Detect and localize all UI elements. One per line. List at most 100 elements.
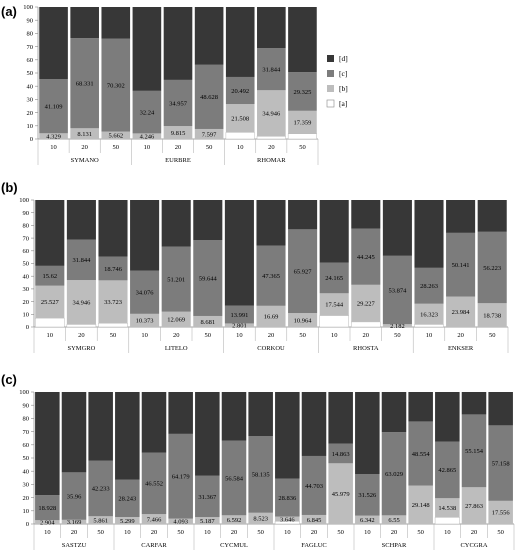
bar-segment-d xyxy=(195,392,220,476)
data-label-c: 28.836 xyxy=(278,495,297,502)
x-category-label: 10 xyxy=(44,529,51,536)
panel-label: (c) xyxy=(1,372,17,387)
bar-segment-b xyxy=(161,311,191,327)
data-label-b: 16.323 xyxy=(420,311,438,318)
bar-segment-d xyxy=(88,392,113,461)
bar-segment-b xyxy=(461,487,487,524)
data-label-c: 64.179 xyxy=(172,474,190,481)
legend-label: [d] xyxy=(339,54,348,63)
bar-segment-c xyxy=(141,452,167,515)
bar-segment-b xyxy=(257,90,286,137)
data-label-b: 3.646 xyxy=(280,516,295,523)
y-tick-label: 10 xyxy=(27,123,34,130)
bar-segment-d xyxy=(225,7,255,77)
bar-segment-c xyxy=(446,232,476,297)
x-category-label: 10 xyxy=(204,529,211,536)
bar-segment-c xyxy=(88,460,113,517)
data-label-b: 25.527 xyxy=(41,299,60,306)
data-label-b: 5.299 xyxy=(120,518,135,525)
bar-segment-c xyxy=(319,262,349,294)
data-label-c: 28.243 xyxy=(118,496,136,503)
x-category-label: 10 xyxy=(144,144,151,151)
x-category-label: 20 xyxy=(78,332,85,339)
x-category-label: 20 xyxy=(311,529,318,536)
data-label-b: 2.904 xyxy=(40,519,55,526)
group-label: EURBRE xyxy=(165,157,191,164)
bar-segment-b xyxy=(256,305,286,327)
bar-segment-b xyxy=(288,110,317,134)
data-label-b: 6.342 xyxy=(360,517,375,524)
x-category-label: 50 xyxy=(337,529,344,536)
data-label-c: 31.844 xyxy=(72,257,91,264)
y-tick-label: 50 xyxy=(23,455,30,462)
y-tick-label: 50 xyxy=(27,70,34,77)
bar-segment-c xyxy=(61,472,87,520)
group-label: SYMANO xyxy=(71,157,99,164)
data-label-c: 47.365 xyxy=(262,273,280,280)
bar-segment-b xyxy=(381,515,407,524)
x-category-label: 50 xyxy=(177,529,184,536)
y-tick-label: 30 xyxy=(27,97,34,104)
y-tick-label: 80 xyxy=(27,31,34,38)
legend-label: [a] xyxy=(339,99,347,108)
x-category-label: 10 xyxy=(236,332,243,339)
bar-segment-b xyxy=(414,303,444,325)
legend-swatch-b xyxy=(327,85,334,92)
x-category-label: 10 xyxy=(141,332,148,339)
data-label-b: 29.148 xyxy=(412,502,430,509)
group-label: SASTZU xyxy=(62,542,87,549)
legend-swatch-c xyxy=(327,70,334,77)
bar-segment-b xyxy=(351,284,381,322)
bar-segment-b xyxy=(382,324,412,327)
bar-segment-b xyxy=(224,323,254,327)
data-label-b: 4.093 xyxy=(173,519,188,526)
data-label-c: 55.154 xyxy=(465,448,484,455)
data-label-c: 57.158 xyxy=(492,460,510,467)
data-label-b: 7.466 xyxy=(147,516,162,523)
bar-segment-c xyxy=(194,64,224,129)
bar-segment-c xyxy=(414,267,444,304)
bar-segment-c xyxy=(288,229,318,314)
bar-segment-c xyxy=(477,231,507,304)
bar-segment-d xyxy=(488,392,513,426)
bar-segment-b xyxy=(225,104,255,133)
bar-segment-b xyxy=(328,463,353,524)
bar-segment-d xyxy=(381,392,407,433)
bar-segment-c xyxy=(35,265,65,286)
data-label-c: 65.927 xyxy=(294,269,313,276)
bar-segment-d xyxy=(328,392,353,444)
x-category-label: 50 xyxy=(257,529,264,536)
y-tick-label: 0 xyxy=(26,521,29,528)
bar-segment-c xyxy=(39,79,68,134)
data-label-c: 32.24 xyxy=(140,109,155,116)
x-category-label: 20 xyxy=(175,144,182,151)
bar-segment-b xyxy=(141,514,167,524)
y-tick-label: 80 xyxy=(23,416,30,423)
bar-segment-c xyxy=(355,474,380,516)
legend-label: [b] xyxy=(339,84,348,93)
group-label: CORKOU xyxy=(257,345,285,352)
data-label-b: 34.946 xyxy=(72,300,91,307)
group-label: SYMGRO xyxy=(67,345,95,352)
data-label-b: 14.538 xyxy=(438,505,456,512)
bar-segment-c xyxy=(488,425,513,501)
data-label-c: 53.874 xyxy=(388,287,407,294)
data-label-b: 2.801 xyxy=(232,323,247,330)
legend: [d] [c] [b] [a] xyxy=(326,54,348,108)
data-label-c: 56.584 xyxy=(225,475,244,482)
y-tick-label: 70 xyxy=(27,44,34,51)
bar-segment-d xyxy=(35,392,60,496)
y-tick-label: 100 xyxy=(19,197,29,204)
data-label-b: 23.984 xyxy=(452,309,471,316)
bar-segment-d xyxy=(193,200,223,241)
data-label-b: 17.556 xyxy=(492,510,511,517)
bar-segment-d xyxy=(414,200,444,268)
data-label-c: 48.628 xyxy=(200,94,218,101)
data-label-c: 34.957 xyxy=(169,100,188,107)
y-tick-label: 90 xyxy=(23,210,30,217)
bar-segment-b xyxy=(115,517,140,524)
bar-segment-d xyxy=(66,200,96,240)
x-category-label: 10 xyxy=(444,529,451,536)
bar-segment-b xyxy=(221,515,247,524)
bar-segment-d xyxy=(257,7,286,49)
